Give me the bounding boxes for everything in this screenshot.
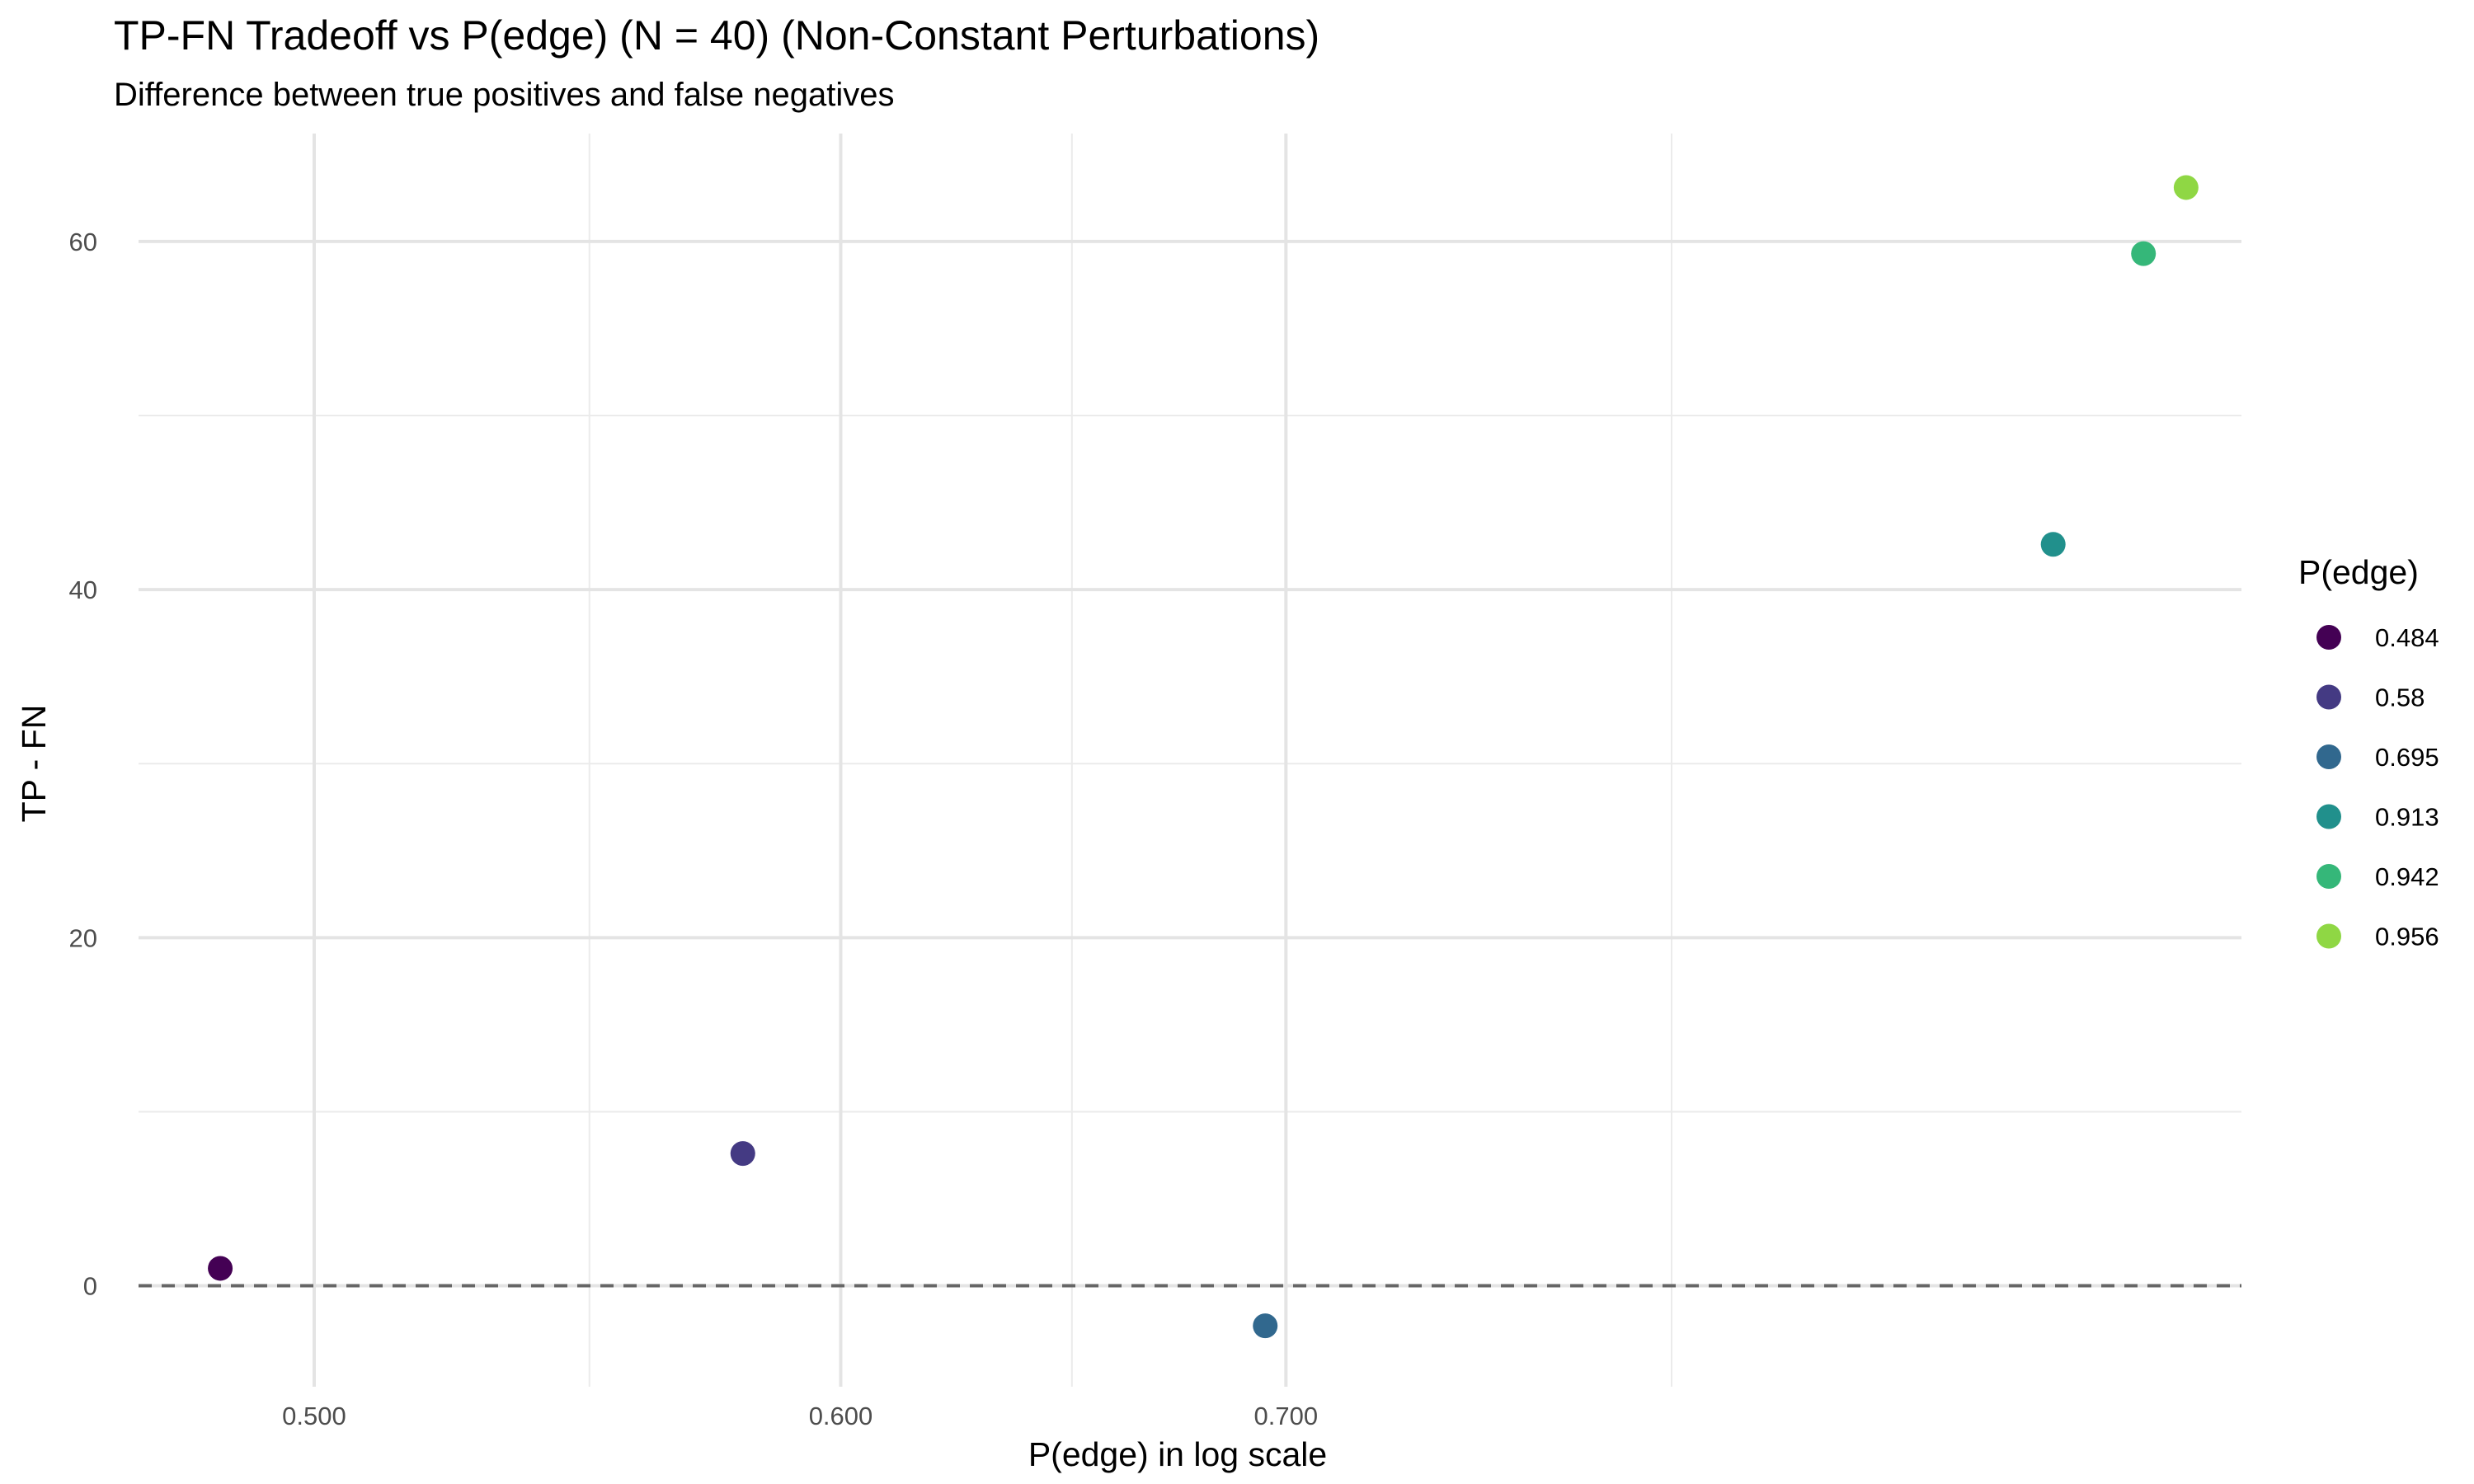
legend-key (2316, 804, 2341, 829)
data-point (2131, 241, 2157, 266)
y-tick-label: 20 (69, 923, 97, 952)
data-point (2173, 175, 2199, 200)
legend-label: 0.58 (2375, 683, 2425, 712)
chart-title: TP-FN Tradeoff vs P(edge) (N = 40) (Non-… (114, 12, 1319, 59)
grid (139, 134, 2241, 1387)
data-point (208, 1256, 233, 1281)
legend-key (2316, 744, 2341, 769)
data-points (208, 175, 2199, 1339)
x-axis-title: P(edge) in log scale (1028, 1435, 1327, 1473)
legend-items: 0.484 0.58 0.695 0.913 0.942 0.956 (2316, 623, 2439, 951)
y-tick-label: 40 (69, 575, 97, 604)
legend-label: 0.913 (2375, 803, 2439, 832)
legend-key (2316, 923, 2341, 949)
legend-label: 0.942 (2375, 862, 2439, 891)
y-tick-label: 0 (83, 1272, 97, 1301)
y-tick-label: 60 (69, 228, 97, 256)
legend-label: 0.695 (2375, 743, 2439, 772)
y-axis-ticks: 0 20 40 60 (69, 228, 97, 1301)
x-tick-label: 0.500 (282, 1402, 346, 1430)
x-tick-label: 0.700 (1254, 1402, 1319, 1430)
data-point (1253, 1313, 1278, 1339)
legend-label: 0.956 (2375, 923, 2439, 951)
data-point (730, 1141, 755, 1167)
legend-key (2316, 684, 2341, 710)
legend-key (2316, 864, 2341, 889)
y-axis-title: TP - FN (15, 705, 53, 823)
data-point (2040, 532, 2066, 557)
legend-label: 0.484 (2375, 623, 2439, 652)
x-tick-label: 0.600 (809, 1402, 873, 1430)
legend-title: P(edge) (2298, 553, 2419, 591)
legend: P(edge) 0.484 0.58 0.695 0.913 0.942 0.956 (2298, 553, 2439, 951)
x-axis-ticks: 0.500 0.600 0.700 (282, 1402, 1318, 1430)
legend-key (2316, 625, 2341, 650)
chart-subtitle: Difference between true positives and fa… (114, 77, 895, 113)
